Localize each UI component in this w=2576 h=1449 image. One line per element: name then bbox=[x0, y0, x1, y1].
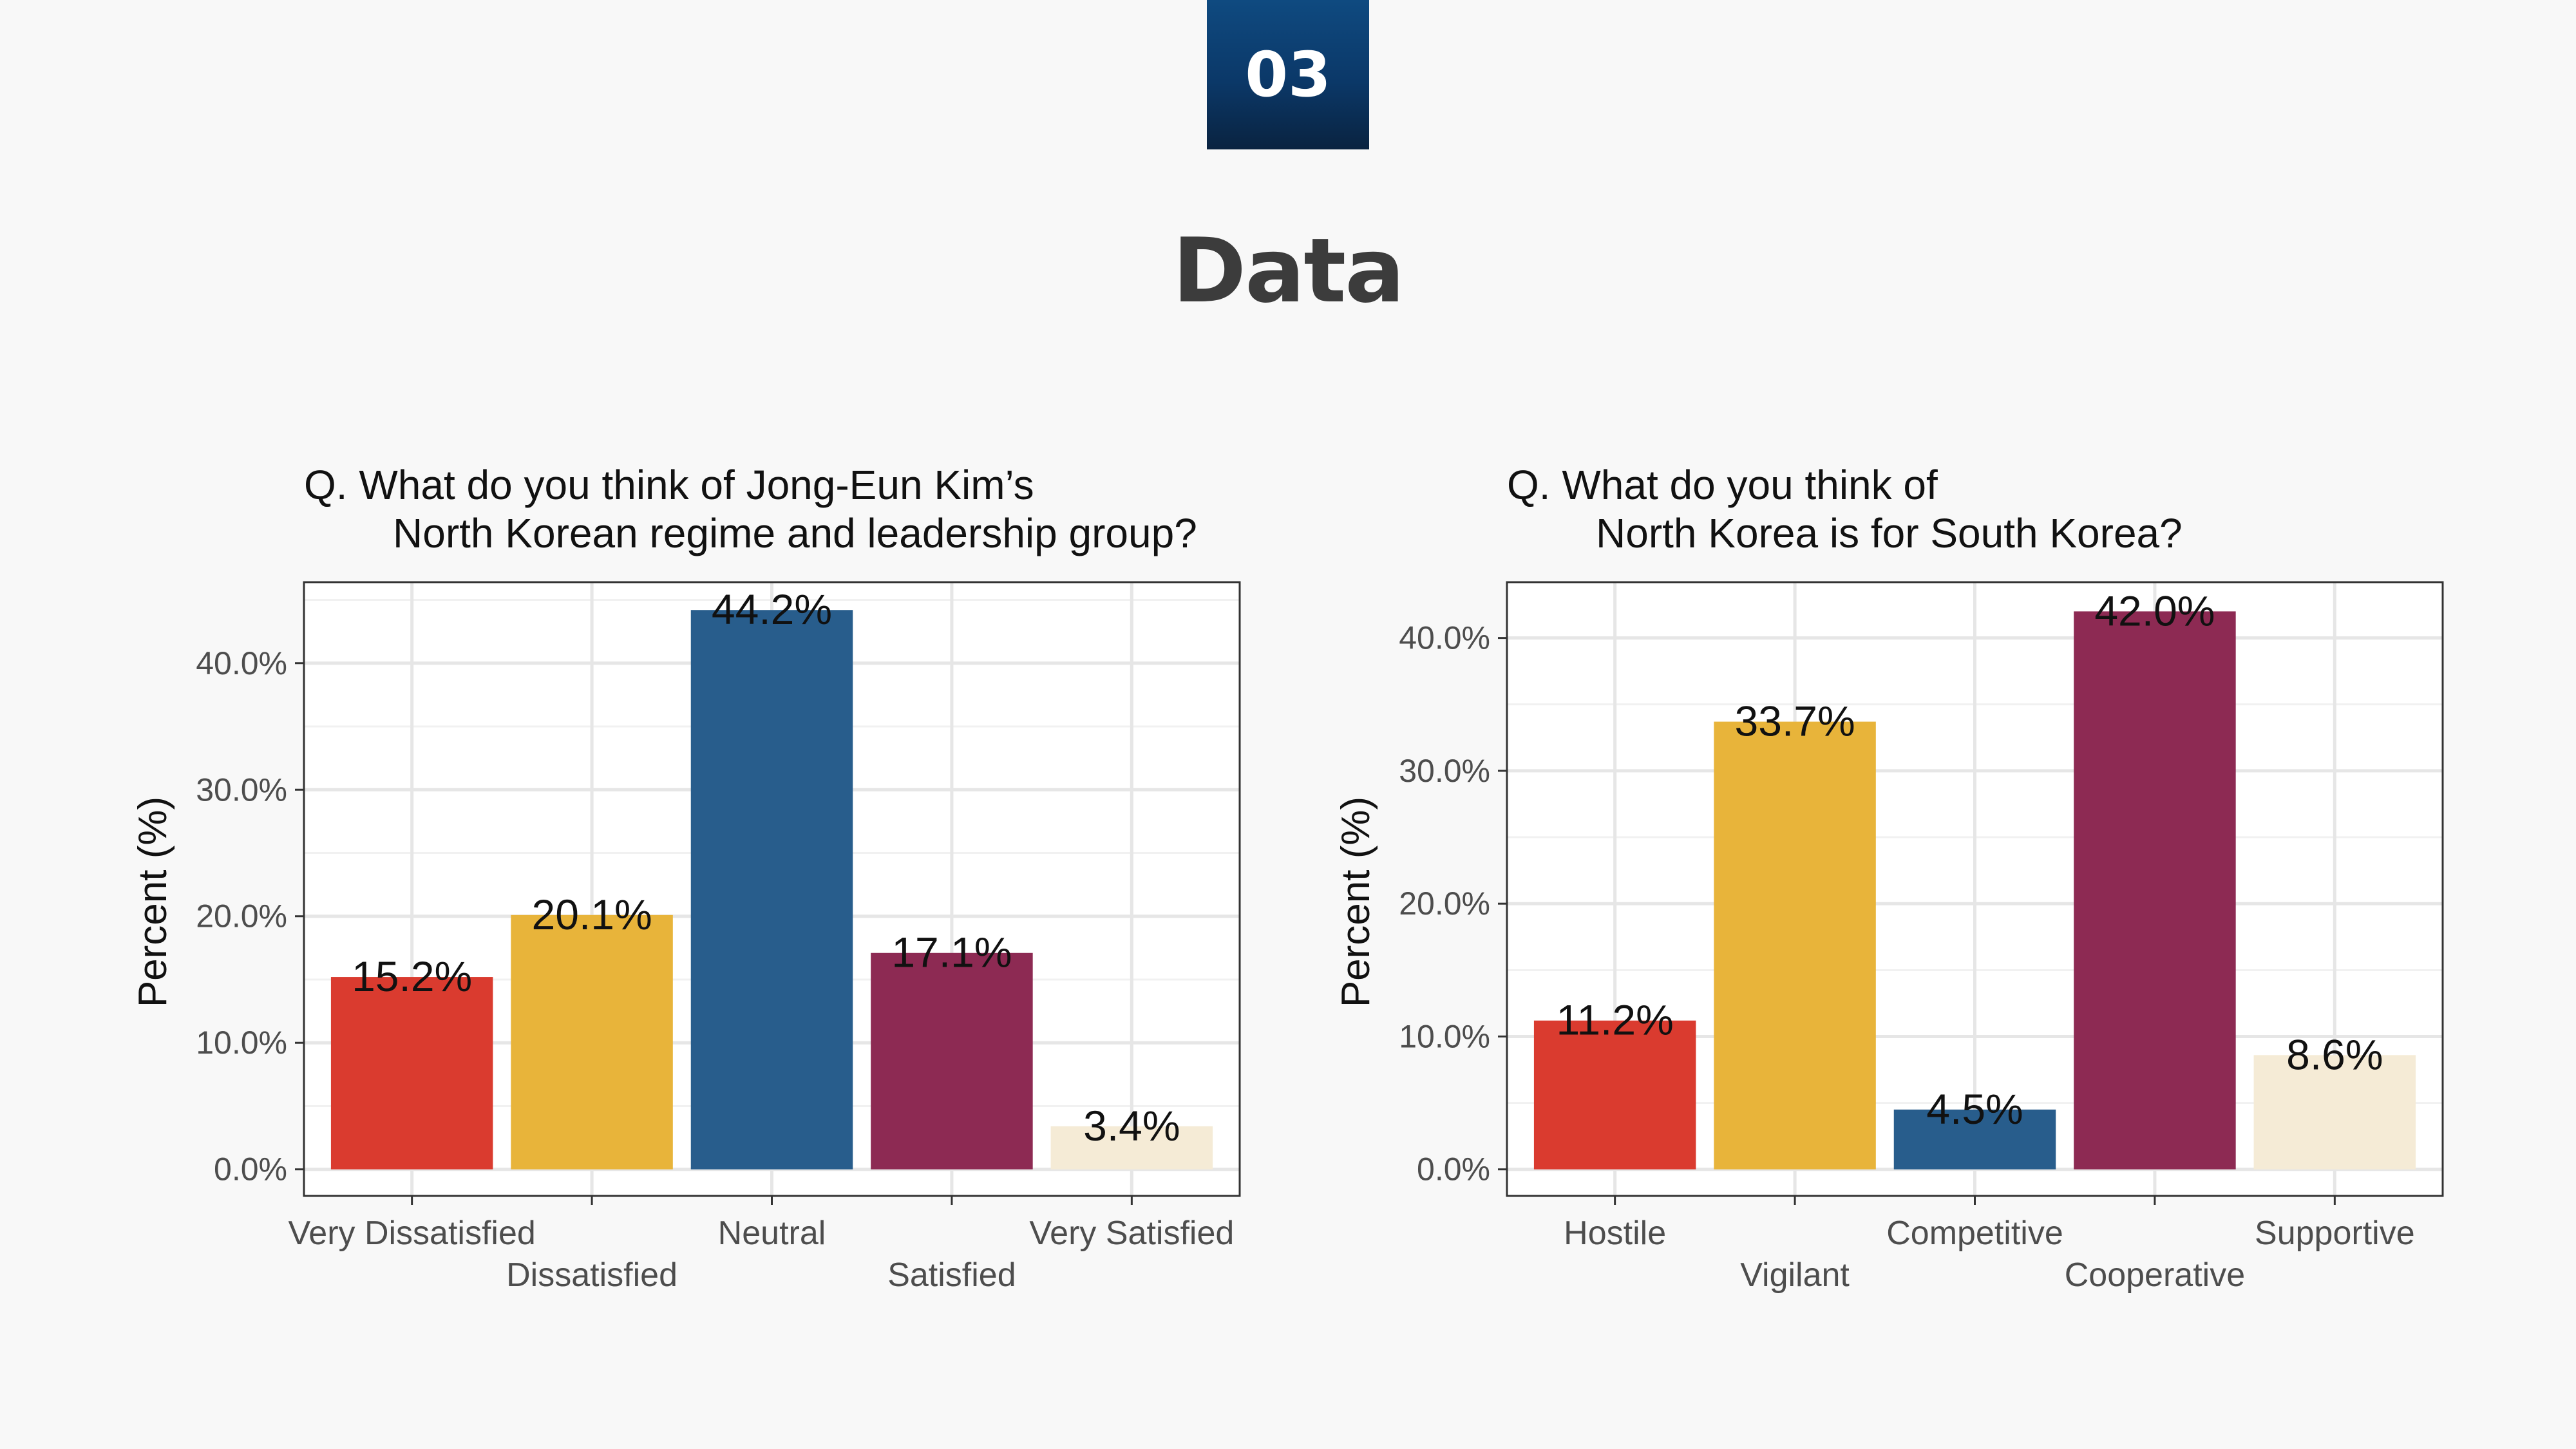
bar-hostile bbox=[1533, 1020, 1696, 1170]
x-tick-label: Very Dissatisfied bbox=[288, 1215, 535, 1252]
data-label: 44.2% bbox=[712, 585, 832, 633]
x-tick-label: Vigilant bbox=[1740, 1256, 1850, 1294]
bar-vigilant bbox=[1714, 721, 1876, 1170]
bar-cooperative bbox=[2074, 611, 2236, 1170]
y-tick-label: 40.0% bbox=[196, 645, 287, 681]
data-label: 3.4% bbox=[1083, 1102, 1180, 1150]
x-tick-label: Cooperative bbox=[2065, 1256, 2245, 1294]
y-tick-label: 40.0% bbox=[1399, 620, 1490, 656]
chart-1: Q. What do you think of Jong-Eun Kim’sNo… bbox=[131, 462, 1241, 1294]
data-label: 42.0% bbox=[2094, 587, 2215, 634]
data-label: 4.5% bbox=[1926, 1085, 2023, 1133]
data-label: 33.7% bbox=[1735, 697, 1855, 745]
y-axis-title: Percent (%) bbox=[1334, 797, 1378, 1007]
y-tick-label: 20.0% bbox=[196, 898, 287, 934]
page-title: Data bbox=[1172, 219, 1405, 323]
bar-supportive bbox=[2253, 1055, 2416, 1170]
x-tick-label: Hostile bbox=[1564, 1215, 1666, 1252]
x-tick-label: Supportive bbox=[2255, 1215, 2415, 1252]
bar-very-satisfied bbox=[1050, 1126, 1213, 1170]
chart-question-line-1: Q. What do you think of bbox=[1507, 462, 1938, 508]
data-label: 11.2% bbox=[1557, 996, 1674, 1044]
x-tick-label: Satisfied bbox=[887, 1256, 1016, 1294]
section-number-badge: 03 bbox=[1207, 0, 1369, 149]
x-tick-label: Competitive bbox=[1886, 1215, 2063, 1252]
y-tick-label: 10.0% bbox=[1399, 1018, 1490, 1054]
bar-competitive bbox=[1893, 1109, 2056, 1170]
chart-question-line-2: North Korean regime and leadership group… bbox=[393, 510, 1197, 556]
chart-question-line-2: North Korea is for South Korea? bbox=[1596, 510, 2183, 556]
y-tick-label: 20.0% bbox=[1399, 886, 1490, 922]
bar-satisfied bbox=[871, 952, 1033, 1170]
chart-question-line-1: Q. What do you think of Jong-Eun Kim’s bbox=[304, 462, 1034, 508]
x-tick-label: Dissatisfied bbox=[506, 1256, 677, 1294]
x-tick-label: Very Satisfied bbox=[1029, 1215, 1234, 1252]
bar-very-dissatisfied bbox=[330, 977, 493, 1170]
x-tick-label: Neutral bbox=[718, 1215, 826, 1252]
y-tick-label: 0.0% bbox=[214, 1151, 287, 1188]
data-label: 17.1% bbox=[891, 929, 1012, 976]
data-label: 8.6% bbox=[2286, 1030, 2383, 1078]
y-tick-label: 0.0% bbox=[1417, 1151, 1490, 1188]
y-axis-title: Percent (%) bbox=[131, 797, 175, 1007]
y-tick-label: 30.0% bbox=[1399, 753, 1490, 789]
bar-neutral bbox=[690, 610, 853, 1170]
data-label: 20.1% bbox=[532, 891, 652, 938]
y-tick-label: 10.0% bbox=[196, 1025, 287, 1061]
y-tick-label: 30.0% bbox=[196, 772, 287, 808]
bar-dissatisfied bbox=[511, 914, 673, 1170]
data-label: 15.2% bbox=[352, 952, 472, 1000]
